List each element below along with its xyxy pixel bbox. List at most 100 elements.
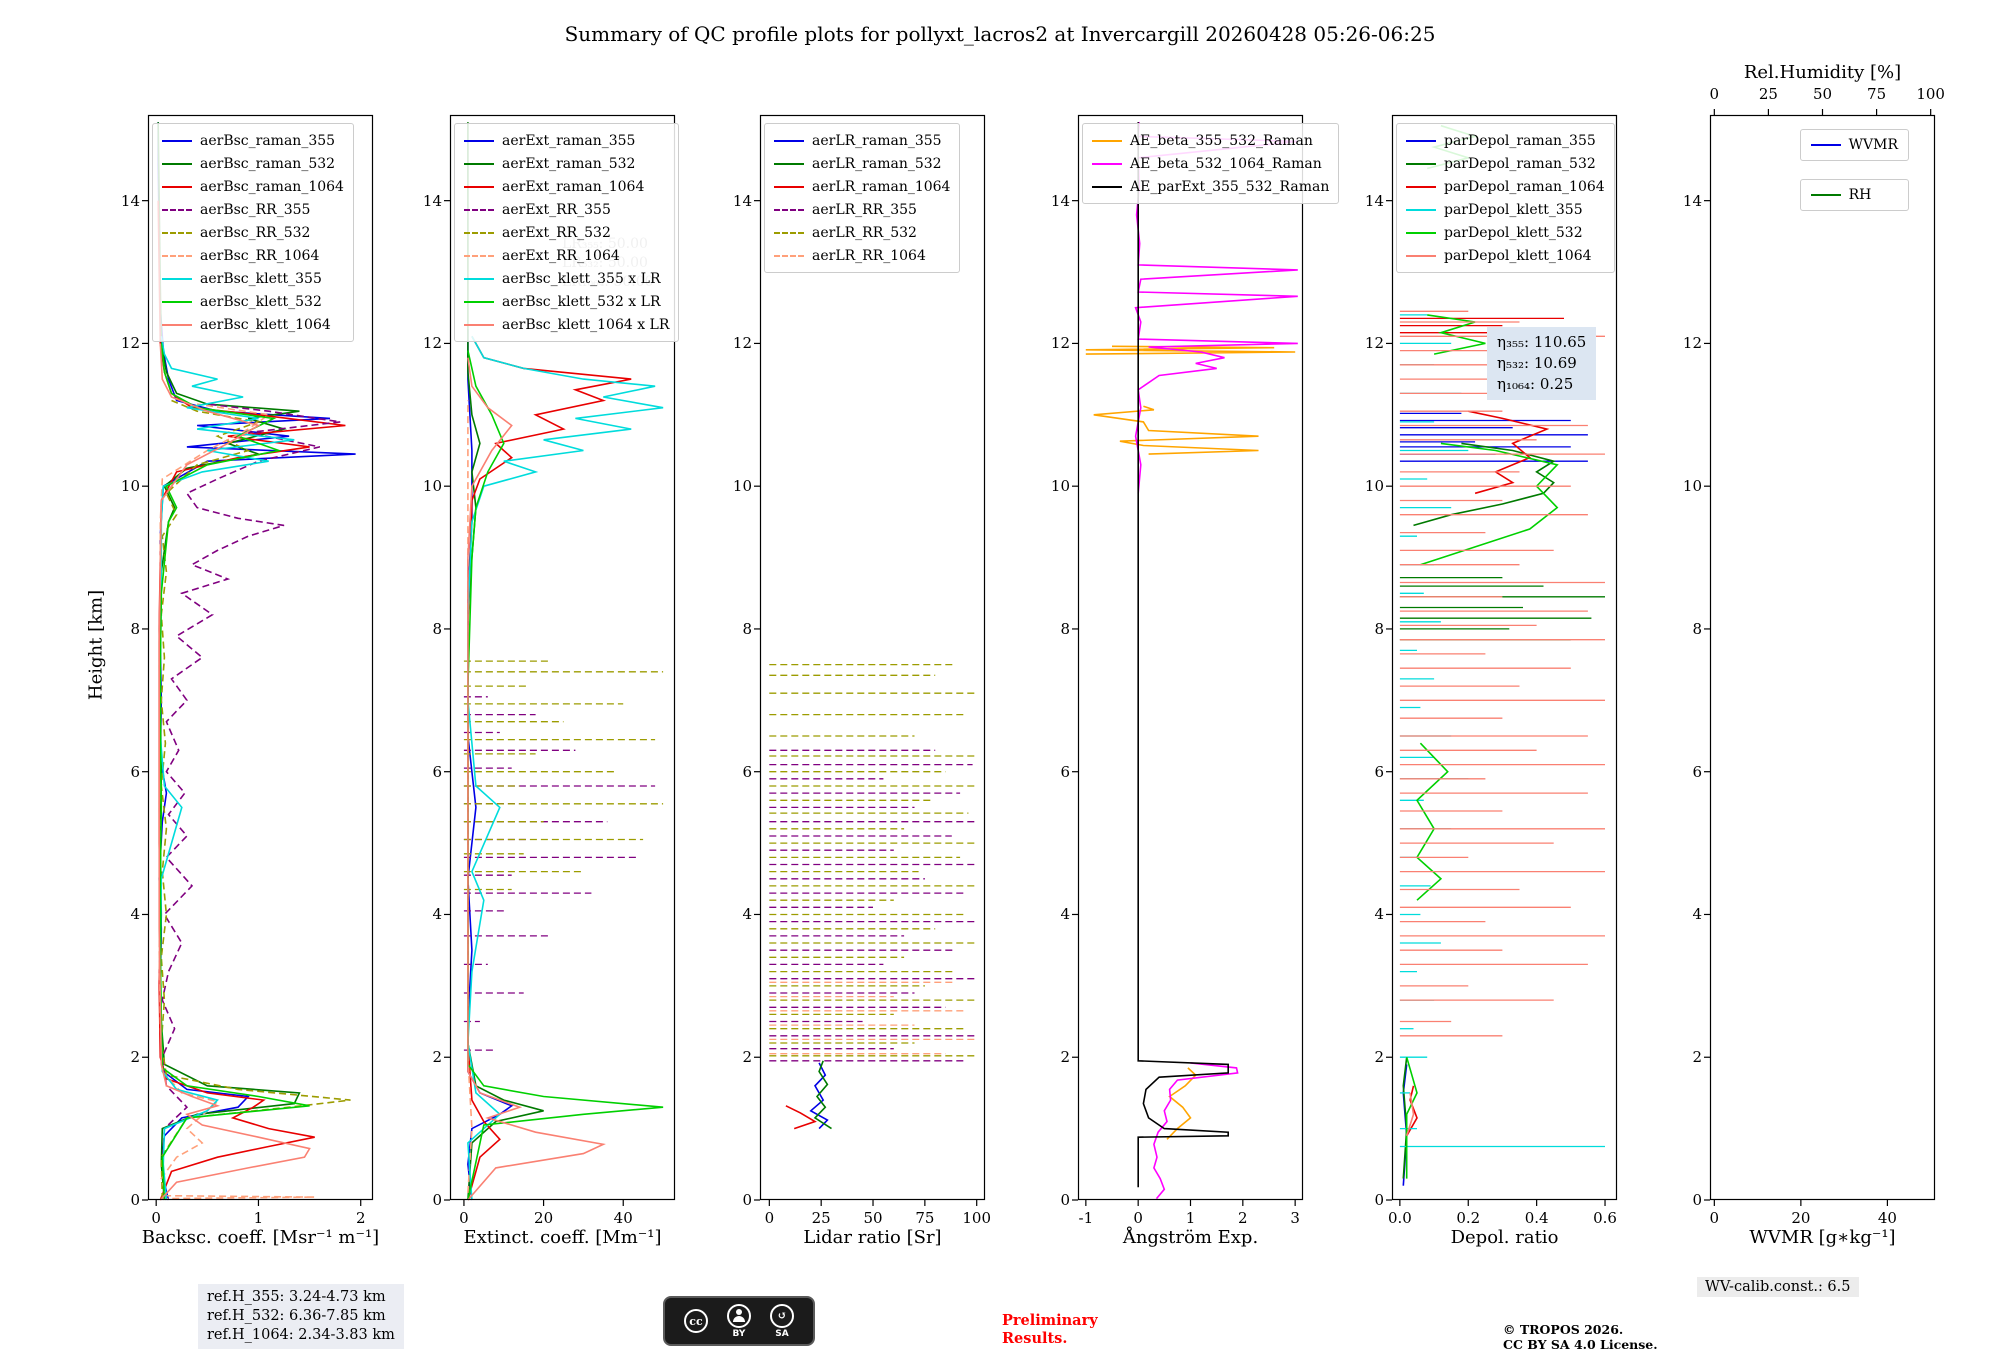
y-tick-label: 14 xyxy=(1050,191,1070,210)
legend-label: aerExt_raman_1064 xyxy=(502,178,645,195)
legend-label: aerBsc_RR_355 xyxy=(200,201,311,218)
legend-label: parDepol_raman_355 xyxy=(1444,132,1596,149)
legend-entry: aerBsc_RR_1064 xyxy=(162,244,344,267)
legend-line-sample xyxy=(1406,231,1436,234)
y-tick-label: 4 xyxy=(1374,905,1384,924)
y-axis-label: Height [km] xyxy=(85,589,107,701)
x-tick-label: 40 xyxy=(1877,1209,1897,1227)
legend-entry: aerLR_RR_1064 xyxy=(774,244,950,267)
legend-entry: aerExt_RR_355 xyxy=(464,198,669,221)
lidar-ratio-plot xyxy=(754,114,986,1206)
legend-line-sample xyxy=(464,185,494,188)
y-tick-label: 8 xyxy=(742,619,752,638)
legend-label: AE_parExt_355_532_Raman xyxy=(1130,178,1330,195)
legend-entry: aerLR_RR_355 xyxy=(774,198,950,221)
panel-extinction: LR₃₅₅: 50.00 LR₅₃₂: 50.00 LR₁₀₆₄: 50.00 … xyxy=(423,114,680,1248)
x-tick-label: 75 xyxy=(915,1209,935,1227)
legend-label: parDepol_raman_532 xyxy=(1444,155,1596,172)
x-tick-label: 2 xyxy=(355,1209,366,1227)
x-tick-label: 0 xyxy=(1133,1209,1143,1227)
y-tick-label: 14 xyxy=(1682,191,1702,210)
depol-legend: parDepol_raman_355 parDepol_raman_532 parD… xyxy=(1396,123,1615,273)
rh-tick-label: 100 xyxy=(1916,85,1945,103)
legend-entry: aerBsc_RR_355 xyxy=(162,198,344,221)
y-tick-label: 2 xyxy=(1692,1048,1702,1067)
y-tick-label: 12 xyxy=(422,334,442,353)
legend-label: aerExt_RR_355 xyxy=(502,201,611,218)
y-tick-label: 8 xyxy=(1060,619,1070,638)
backscatter-x-axis-label: Backsc. coeff. [Msr⁻¹ m⁻¹] xyxy=(141,1227,380,1248)
y-tick-label: 4 xyxy=(130,905,140,924)
y-tick-label: 12 xyxy=(1364,334,1384,353)
legend-entry: aerLR_RR_532 xyxy=(774,221,950,244)
y-tick-label: 10 xyxy=(422,477,442,496)
legend-entry: aerExt_raman_1064 xyxy=(464,175,669,198)
y-tick-label: 8 xyxy=(130,619,140,638)
y-tick-label: 8 xyxy=(432,619,442,638)
legend-line-sample xyxy=(774,139,804,142)
legend-entry: parDepol_raman_532 xyxy=(1406,152,1605,175)
y-tick-label: 6 xyxy=(1692,762,1702,781)
legend-entry: aerBsc_klett_355 xyxy=(162,267,344,290)
attribution-person-icon xyxy=(727,1303,751,1328)
depol-x-axis-label: Depol. ratio xyxy=(1450,1227,1559,1248)
copyright-line-2: CC BY SA 4.0 License. xyxy=(1503,1337,1658,1352)
legend-entry: parDepol_raman_355 xyxy=(1406,129,1605,152)
wvmr-plot xyxy=(1704,109,1936,1206)
lidar-ratio-legend: aerLR_raman_355 aerLR_raman_532 aerLR_rama… xyxy=(764,123,961,273)
x-tick-label: 100 xyxy=(962,1209,992,1227)
legend-line-sample xyxy=(464,254,494,257)
y-tick-label: 14 xyxy=(422,191,442,210)
y-tick-label: 0 xyxy=(742,1191,752,1209)
panel-backscatter: aerBsc_raman_355 aerBsc_raman_532 aerBsc_r… xyxy=(121,114,379,1248)
y-tick-label: 2 xyxy=(432,1048,442,1067)
legend-entry: RH xyxy=(1799,179,1909,211)
share-alike-arrow-icon: ↺ xyxy=(770,1303,794,1328)
legend-line-sample xyxy=(464,231,494,234)
legend-line-sample xyxy=(464,277,494,280)
legend-label: aerBsc_RR_1064 xyxy=(200,247,320,264)
x-tick-label: 40 xyxy=(613,1209,633,1227)
x-tick-label: 1 xyxy=(253,1209,264,1227)
legend-label: AE_beta_355_532_Raman xyxy=(1130,132,1313,149)
backscatter-plot xyxy=(142,114,374,1206)
rh-tick-label: 50 xyxy=(1812,85,1833,103)
y-tick-label: 2 xyxy=(1060,1048,1070,1067)
ref-height-355: ref.H_355: 3.24-4.73 km xyxy=(207,1289,386,1305)
legend-label: aerBsc_klett_532 xyxy=(200,293,322,310)
y-tick-label: 2 xyxy=(1374,1048,1384,1067)
extinction-x-axis-label: Extinct. coeff. [Mm⁻¹] xyxy=(463,1227,662,1248)
legend-label: parDepol_klett_355 xyxy=(1444,201,1583,218)
legend-line-sample xyxy=(1810,144,1841,146)
legend-label: parDepol_raman_1064 xyxy=(1444,178,1605,195)
y-tick-label: 12 xyxy=(1050,334,1070,353)
x-tick-label: 1 xyxy=(1185,1209,1196,1227)
y-tick-label: 0 xyxy=(130,1191,140,1209)
legend-entry: aerExt_RR_532 xyxy=(464,221,669,244)
rh-top-axis-label: Rel.Humidity [%] xyxy=(1743,62,1902,83)
x-tick-label: 2 xyxy=(1238,1209,1248,1227)
x-tick-label: 0.6 xyxy=(1593,1209,1617,1227)
copyright-line-1: © TROPOS 2026. xyxy=(1503,1322,1624,1337)
y-tick-label: 10 xyxy=(1050,477,1070,496)
y-tick-label: 0 xyxy=(432,1191,442,1209)
legend-label: aerExt_raman_355 xyxy=(502,132,636,149)
legend-entry: aerLR_raman_532 xyxy=(774,152,950,175)
y-tick-label: 4 xyxy=(1692,905,1702,924)
x-tick-label: 20 xyxy=(534,1209,554,1227)
legend-label: RH xyxy=(1848,187,1872,203)
wv-calibration-constant: WV-calib.const.: 6.5 xyxy=(1697,1277,1859,1297)
legend-label: aerLR_RR_1064 xyxy=(812,247,926,264)
y-tick-label: 4 xyxy=(432,905,442,924)
legend-line-sample xyxy=(774,208,804,211)
angstrom-legend: AE_beta_355_532_Raman AE_beta_532_1064_Ra… xyxy=(1082,123,1340,204)
cc-license-badge: cc BY ↺ SA xyxy=(663,1296,815,1346)
legend-line-sample xyxy=(774,231,804,234)
legend-entry: aerBsc_klett_355 x LR xyxy=(464,267,669,290)
legend-line-sample xyxy=(1406,162,1436,165)
legend-line-sample xyxy=(774,185,804,188)
legend-line-sample xyxy=(162,185,192,188)
x-tick-label: 0 xyxy=(459,1209,469,1227)
y-tick-label: 14 xyxy=(120,191,140,210)
